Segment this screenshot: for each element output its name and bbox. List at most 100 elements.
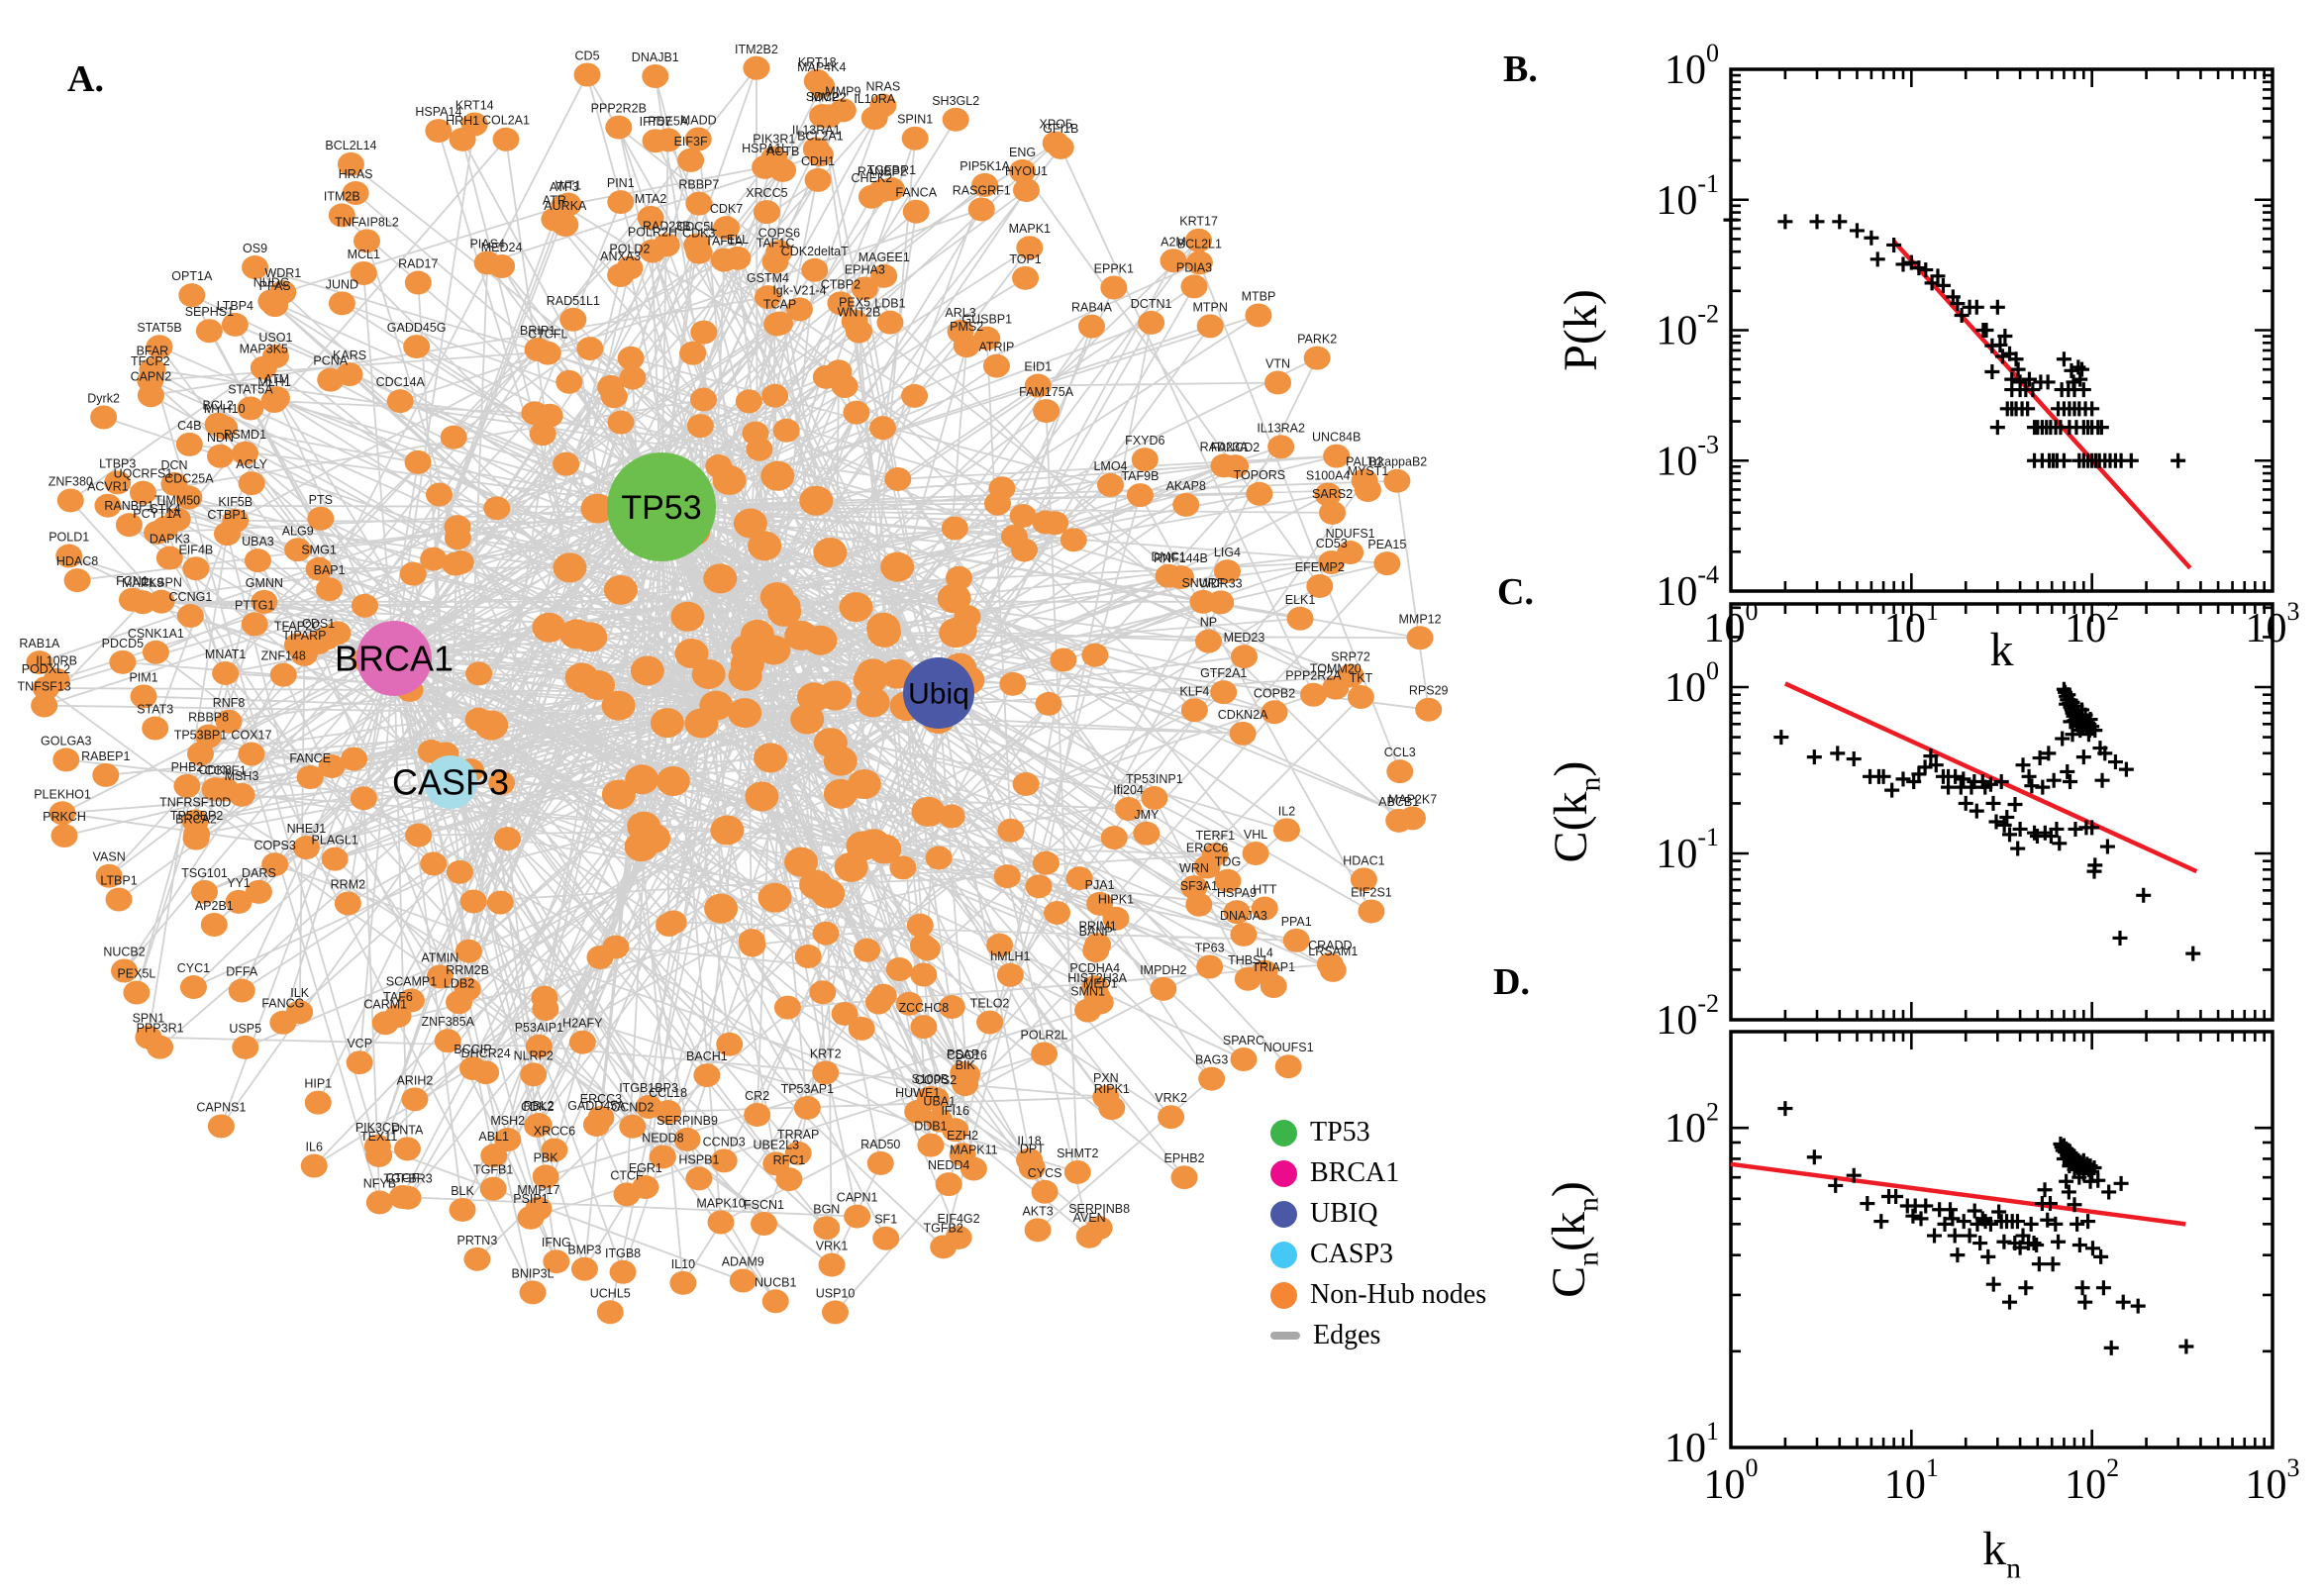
gene-node[interactable] — [772, 418, 800, 443]
gene-node[interactable] — [300, 1153, 328, 1178]
gene-node[interactable] — [794, 945, 822, 969]
gene-node[interactable] — [94, 493, 122, 518]
gene-node[interactable] — [1012, 265, 1040, 290]
gene-node[interactable] — [404, 270, 432, 295]
gene-node[interactable] — [130, 684, 157, 709]
gene-node[interactable] — [1063, 1159, 1091, 1184]
gene-node[interactable] — [446, 859, 473, 884]
gene-node[interactable] — [993, 864, 1021, 889]
gene-node[interactable] — [261, 852, 289, 877]
gene-node[interactable] — [847, 768, 881, 799]
gene-node[interactable] — [1042, 511, 1069, 536]
gene-node[interactable] — [316, 577, 344, 602]
gene-node[interactable] — [1042, 131, 1069, 155]
gene-node[interactable] — [317, 367, 345, 392]
gene-node[interactable] — [318, 754, 346, 779]
gene-node[interactable] — [399, 561, 427, 586]
gene-node[interactable] — [241, 612, 268, 637]
gene-node[interactable] — [105, 887, 133, 912]
hub-node-casp3[interactable] — [424, 755, 477, 809]
gene-node[interactable] — [1100, 275, 1128, 300]
gene-node[interactable] — [519, 1280, 547, 1305]
gene-node[interactable] — [728, 698, 762, 729]
gene-node[interactable] — [257, 289, 285, 314]
gene-node[interactable] — [1350, 867, 1377, 892]
gene-node[interactable] — [463, 1247, 491, 1271]
gene-node[interactable] — [872, 1226, 900, 1250]
gene-node[interactable] — [913, 937, 941, 961]
gene-node[interactable] — [212, 660, 240, 685]
gene-node[interactable] — [901, 126, 929, 150]
gene-node[interactable] — [851, 276, 878, 301]
gene-node[interactable] — [813, 1216, 841, 1241]
gene-node[interactable] — [1138, 310, 1165, 335]
gene-node[interactable] — [115, 513, 143, 538]
gene-node[interactable] — [885, 957, 913, 982]
gene-node[interactable] — [744, 1102, 771, 1127]
gene-node[interactable] — [1172, 492, 1200, 517]
gene-node[interactable] — [176, 604, 204, 629]
gene-node[interactable] — [242, 255, 269, 280]
gene-node[interactable] — [232, 1035, 259, 1059]
gene-node[interactable] — [1282, 928, 1310, 952]
gene-node[interactable] — [351, 593, 378, 618]
gene-node[interactable] — [1009, 503, 1037, 528]
gene-node[interactable] — [1267, 435, 1295, 459]
gene-node[interactable] — [685, 191, 713, 216]
gene-node[interactable] — [225, 889, 252, 914]
gene-node[interactable] — [446, 990, 473, 1015]
gene-node[interactable] — [458, 1056, 486, 1081]
gene-node[interactable] — [56, 488, 84, 513]
gene-node[interactable] — [1185, 228, 1213, 252]
gene-node[interactable] — [601, 690, 636, 721]
gene-node[interactable] — [576, 337, 604, 361]
gene-node[interactable] — [1246, 481, 1273, 506]
gene-node[interactable] — [1180, 274, 1208, 299]
gene-node[interactable] — [541, 1138, 568, 1162]
gene-node[interactable] — [1245, 303, 1272, 328]
gene-node[interactable] — [52, 748, 80, 772]
gene-node[interactable] — [207, 1114, 235, 1139]
gene-node[interactable] — [822, 1300, 850, 1325]
gene-node[interactable] — [740, 619, 774, 649]
gene-node[interactable] — [617, 346, 645, 370]
gene-node[interactable] — [1180, 698, 1208, 723]
gene-node[interactable] — [603, 574, 638, 605]
gene-node[interactable] — [405, 823, 433, 848]
gene-node[interactable] — [739, 933, 766, 957]
gene-node[interactable] — [580, 493, 615, 524]
gene-node[interactable] — [735, 389, 762, 414]
gene-node[interactable] — [1065, 866, 1093, 891]
gene-node[interactable] — [215, 709, 243, 734]
gene-node[interactable] — [761, 383, 789, 408]
gene-node[interactable] — [707, 1210, 735, 1235]
gene-node[interactable] — [793, 1095, 821, 1120]
gene-node[interactable] — [818, 1252, 846, 1277]
gene-node[interactable] — [556, 369, 583, 394]
gene-node[interactable] — [1231, 645, 1259, 669]
gene-node[interactable] — [123, 980, 151, 1005]
gene-node[interactable] — [605, 115, 633, 140]
gene-node[interactable] — [146, 335, 173, 359]
gene-node[interactable] — [624, 832, 658, 862]
gene-node[interactable] — [1222, 454, 1250, 479]
gene-node[interactable] — [748, 531, 782, 561]
gene-node[interactable] — [967, 197, 995, 222]
gene-node[interactable] — [693, 1063, 721, 1088]
gene-node[interactable] — [543, 1249, 570, 1274]
gene-node[interactable] — [1223, 900, 1251, 925]
gene-node[interactable] — [1213, 559, 1241, 584]
gene-node[interactable] — [844, 1204, 871, 1229]
gene-node[interactable] — [365, 1143, 393, 1167]
gene-node[interactable] — [353, 229, 380, 253]
gene-node[interactable] — [669, 1270, 697, 1295]
gene-node[interactable] — [401, 1087, 429, 1112]
gene-node[interactable] — [655, 1099, 682, 1124]
gene-node[interactable] — [803, 68, 831, 93]
gene-node[interactable] — [1230, 922, 1258, 947]
gene-node[interactable] — [524, 338, 552, 362]
gene-node[interactable] — [829, 98, 857, 123]
gene-node[interactable] — [766, 311, 794, 336]
gene-node[interactable] — [1082, 938, 1110, 962]
gene-node[interactable] — [1229, 721, 1257, 746]
